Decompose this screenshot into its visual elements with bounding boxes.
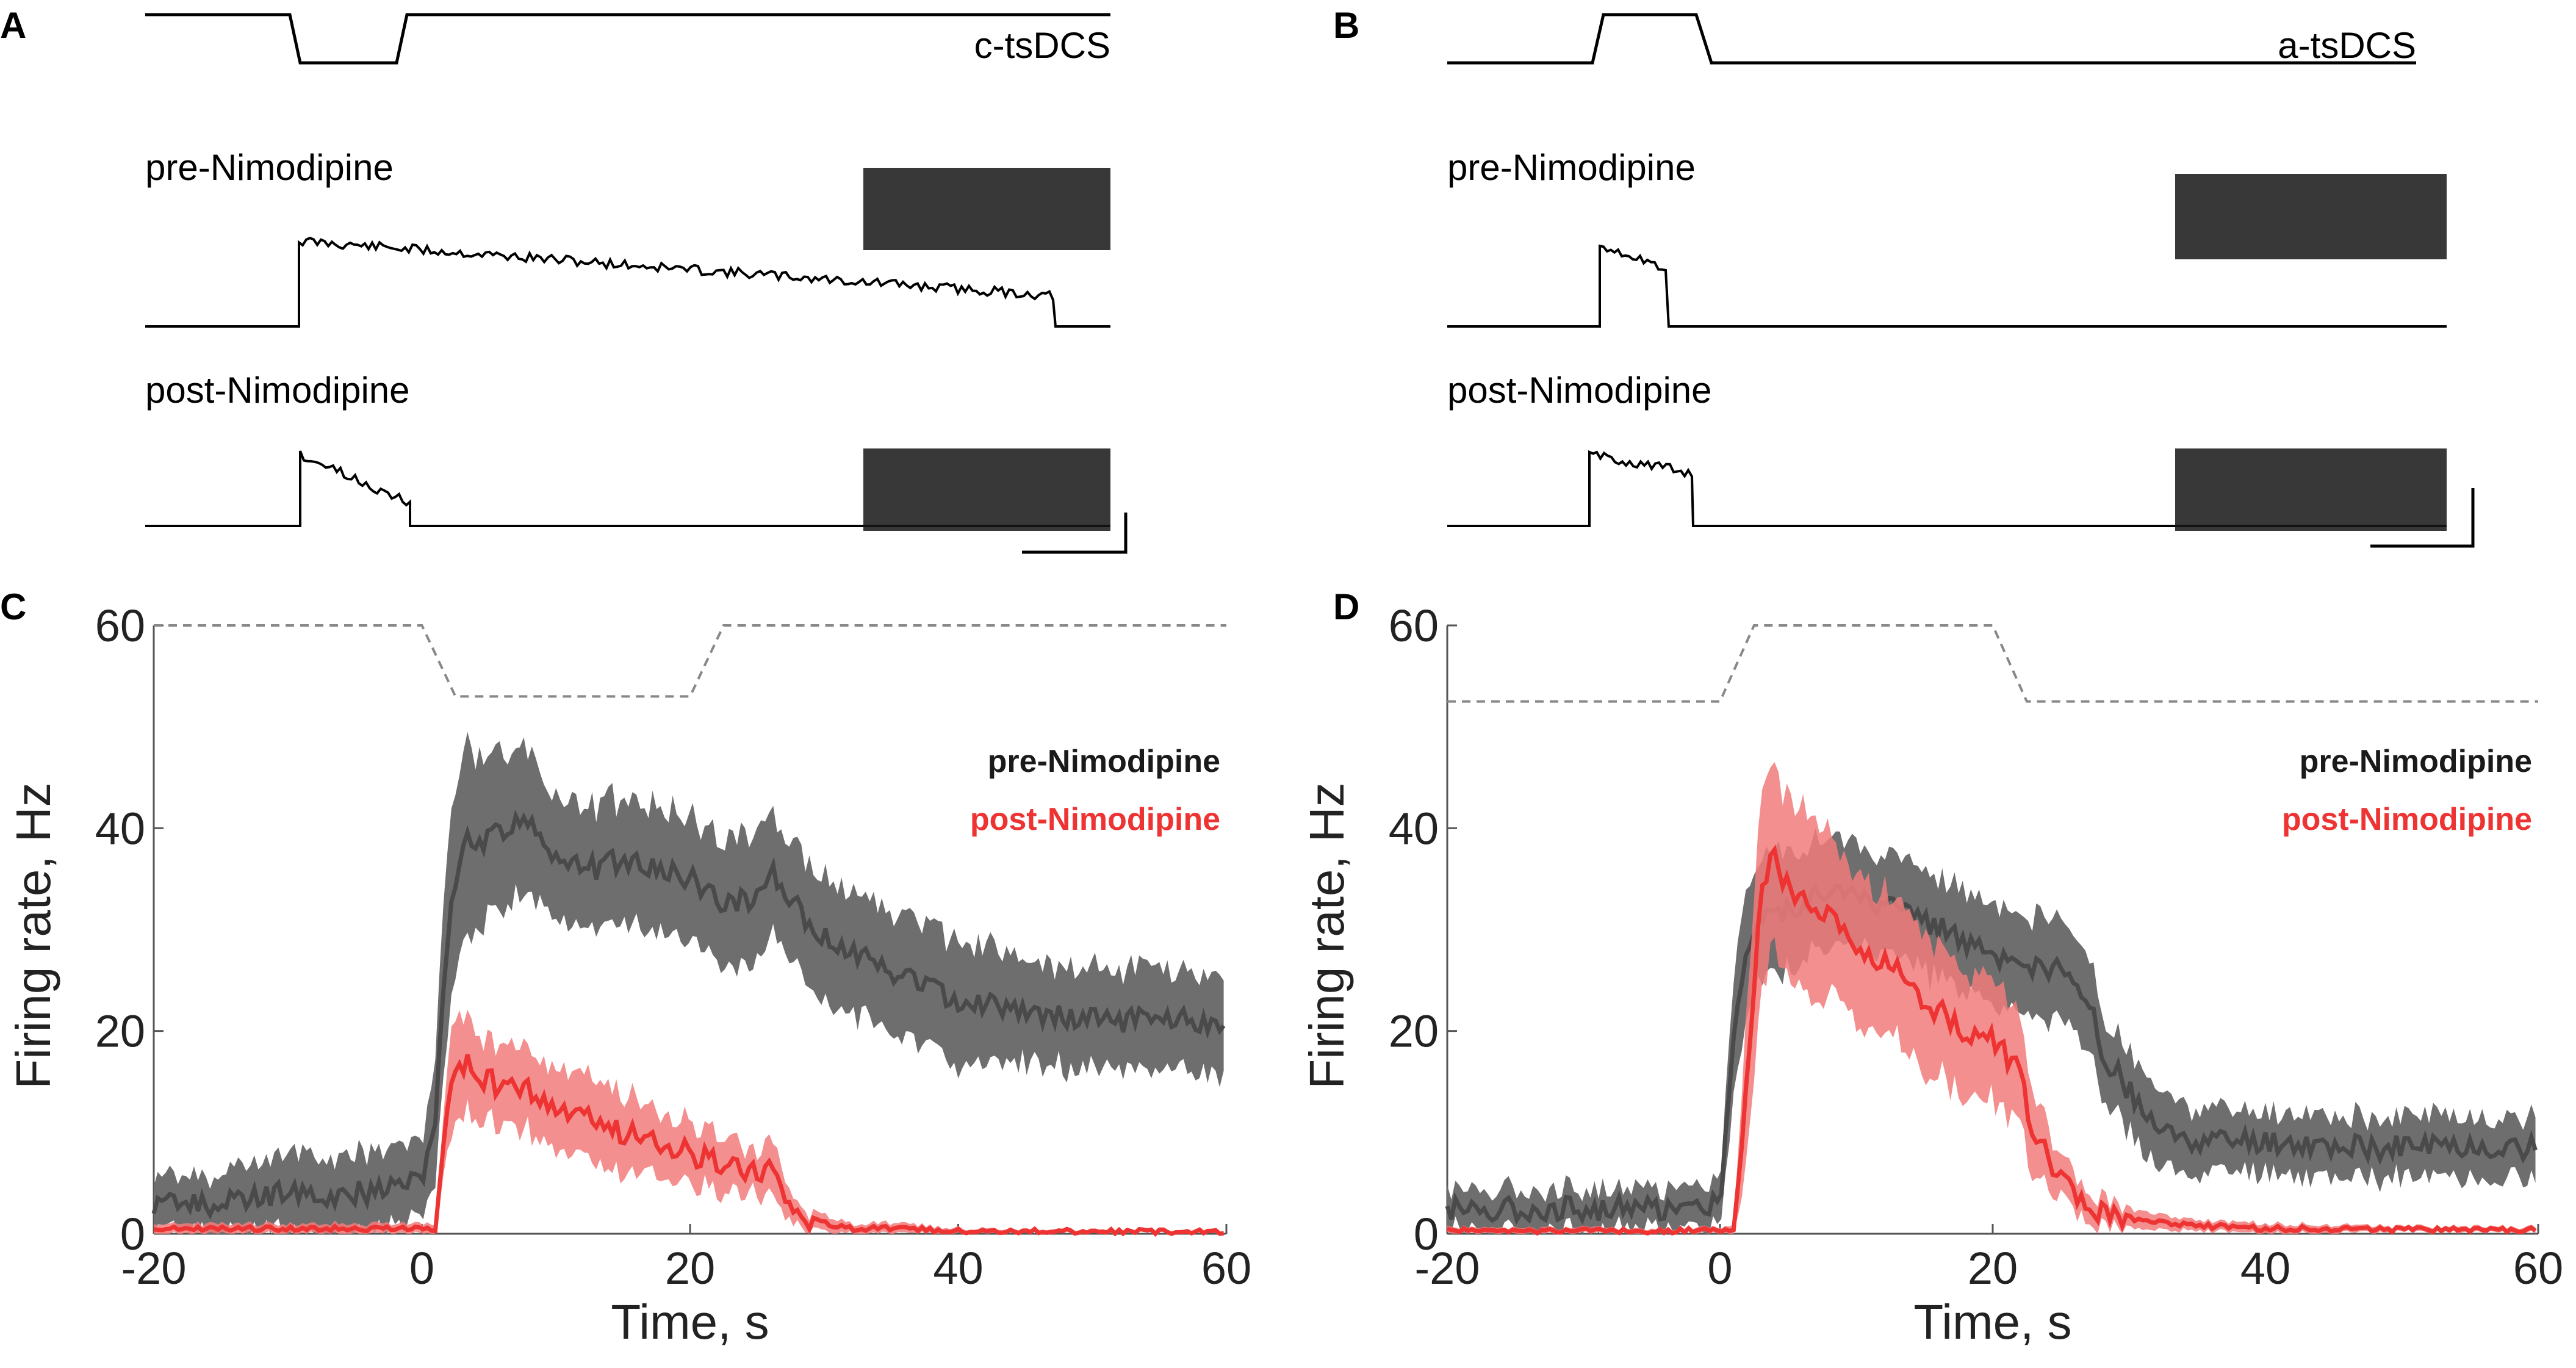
scale-bar-b (2370, 488, 2475, 548)
rate-trace-b-pre (1447, 244, 2447, 328)
pre-label-b: pre-Nimodipine (1447, 147, 1696, 188)
mean-line-pre-c (151, 809, 1226, 1220)
legend-pre-c: pre-Nimodipine (988, 744, 1220, 779)
pre-label-a: pre-Nimodipine (145, 147, 394, 188)
stimulus-protocol-c (145, 13, 1110, 65)
x-tick-label-c: 0 (409, 1243, 434, 1294)
post-label-a: post-Nimodipine (145, 370, 410, 411)
y-tick-label-c: 0 (120, 1209, 145, 1259)
legend-post-d: post-Nimodipine (2282, 802, 2532, 837)
panel-a: A c-tsDCS pre-Nimodipine post-Nimodipine (0, 5, 1128, 554)
x-axis-title-c: Time, s (611, 1295, 769, 1349)
y-tick-label-d: 60 (1389, 600, 1439, 651)
x-tick-label-d: -20 (1415, 1243, 1480, 1294)
rate-trace-b-post (1447, 450, 2447, 527)
y-tick-label-c: 40 (95, 803, 145, 854)
x-tick-label-d: 20 (1968, 1243, 2018, 1294)
y-tick-label-d: 40 (1389, 803, 1439, 854)
y-axis-title-d: Firing rate, Hz (1300, 782, 1354, 1089)
y-tick-label-c: 20 (95, 1006, 145, 1057)
x-tick-label-d: 0 (1707, 1243, 1732, 1294)
x-tick-label-c: 20 (665, 1243, 715, 1294)
mean-line-post-d (1446, 844, 2537, 1236)
x-tick-label-d: 40 (2240, 1243, 2290, 1294)
stimulus-label-a: a-tsDCS (2278, 25, 2416, 66)
stimulus-line-c (154, 624, 1226, 698)
band-post-d (1447, 761, 2536, 1234)
y-tick-label-d: 20 (1389, 1006, 1439, 1057)
legend-pre-d: pre-Nimodipine (2300, 744, 2532, 779)
mean-line-post-c (153, 1054, 1225, 1237)
waveform-overlay-b-pre (2175, 174, 2447, 259)
x-axis-title-d: Time, s (1913, 1295, 2071, 1349)
panel-b: B a-tsDCS pre-Nimodipine post-Nimodipine (1333, 5, 2475, 548)
stimulus-protocol-a (1447, 13, 2416, 65)
x-tick-label-c: 40 (933, 1243, 983, 1294)
waveform-overlay-a-pre (863, 168, 1110, 250)
legend-post-c: post-Nimodipine (970, 802, 1220, 837)
y-axis-title-c: Firing rate, Hz (6, 782, 60, 1089)
rate-trace-a-post (145, 450, 1110, 527)
panel-letter-c: C (0, 586, 26, 627)
band-post-c (154, 1009, 1224, 1234)
mean-line-pre-d (1445, 884, 2538, 1225)
scale-bar-a (1022, 513, 1128, 554)
x-tick-label-d: 60 (2513, 1243, 2563, 1294)
stimulus-label-c: c-tsDCS (974, 25, 1110, 66)
band-pre-c (154, 732, 1224, 1234)
y-tick-label-c: 60 (95, 600, 145, 651)
rate-trace-a-pre (145, 236, 1110, 328)
x-tick-label-c: -20 (121, 1243, 187, 1294)
stimulus-line-d (1447, 624, 2538, 703)
panel-letter-a: A (0, 5, 26, 46)
panel-letter-d: D (1333, 586, 1359, 627)
y-tick-label-d: 0 (1414, 1209, 1439, 1259)
panel-letter-b: B (1333, 5, 1359, 46)
waveform-overlay-b-post (2175, 448, 2447, 531)
x-tick-label-c: 60 (1201, 1243, 1251, 1294)
waveform-overlay-a-post (863, 448, 1110, 531)
post-label-b: post-Nimodipine (1447, 370, 1712, 411)
